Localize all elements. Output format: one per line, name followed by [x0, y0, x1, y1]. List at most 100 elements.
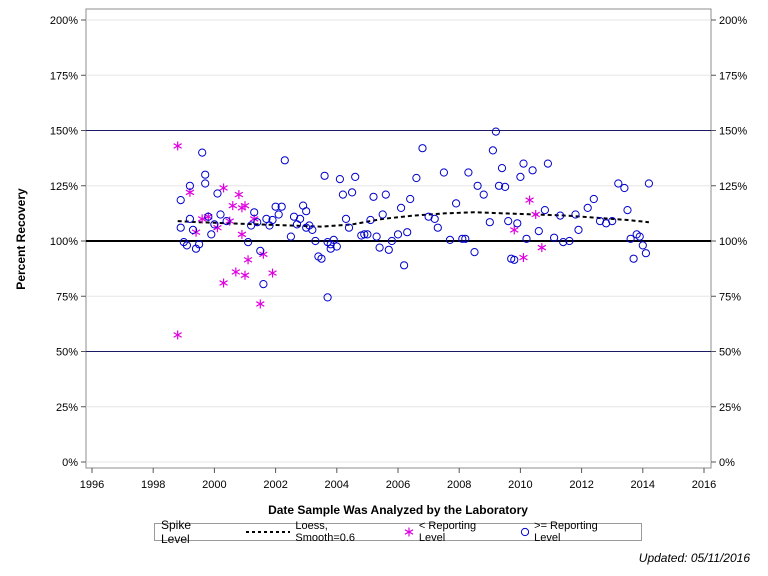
data-point-above-reporting [262, 214, 271, 223]
data-point-below-reporting [173, 141, 182, 151]
data-point-above-reporting [188, 225, 198, 234]
data-point-above-reporting [176, 223, 185, 232]
data-point-above-reporting [504, 217, 513, 226]
data-point-above-reporting [528, 166, 537, 175]
y-tick-label-right: 25% [719, 402, 741, 414]
x-tick-label: 2016 [692, 479, 716, 491]
data-point-above-reporting [635, 232, 644, 241]
data-point-above-reporting [412, 173, 421, 183]
data-point-above-reporting [550, 233, 559, 242]
y-tick-label-left: 75% [56, 291, 78, 303]
legend-item-loess: Loess, Smooth=0.6 [246, 520, 386, 544]
data-point-above-reporting [501, 182, 510, 191]
data-point-above-reporting [430, 214, 439, 223]
axis-ticks: 0% 0% 25% 25% 50% 50% 75% 75% 100% 100% 125% 125% 15… [50, 15, 747, 491]
data-point-above-reporting [522, 234, 531, 243]
data-point-above-reporting [540, 206, 550, 215]
data-point-above-reporting [629, 254, 638, 263]
data-point-above-reporting [519, 159, 528, 168]
y-tick-label-right: 200% [719, 15, 747, 27]
data-point-above-reporting [608, 217, 617, 226]
legend: Spike Level Loess, Smooth=0.6 < Reportin… [154, 518, 642, 546]
data-point-above-reporting [583, 203, 592, 212]
x-tick-label: 2010 [508, 479, 532, 491]
data-point-above-reporting [470, 248, 479, 257]
y-tick-label-right: 0% [719, 457, 735, 469]
y-tick-label-left: 125% [50, 181, 78, 193]
data-point-below-reporting [219, 278, 228, 288]
data-point-below-reporting [509, 225, 519, 235]
data-point-above-reporting [366, 215, 375, 225]
data-point-above-reporting [338, 190, 347, 199]
data-point-above-reporting [311, 236, 320, 246]
data-point-above-reporting [491, 127, 500, 136]
y-tick-label-left: 0% [62, 457, 78, 469]
y-tick-label-left: 150% [50, 126, 78, 138]
data-point-above-reporting [213, 189, 222, 198]
data-point-above-reporting [574, 225, 583, 234]
legend-above-label: >= Reporting Level [534, 520, 598, 544]
y-tick-label-left: 100% [50, 236, 78, 248]
data-point-below-reporting [259, 249, 268, 259]
data-point-above-reporting [571, 210, 580, 219]
x-tick-label: 2004 [325, 479, 349, 491]
data-point-above-reporting [494, 181, 504, 190]
data-point-above-reporting [369, 192, 378, 201]
data-point-above-reporting [406, 194, 415, 204]
data-point-above-reporting [341, 214, 351, 223]
asterisk-marker-icon [405, 527, 414, 537]
legend-item-above: >= Reporting Level [520, 520, 623, 544]
plot-frame [85, 8, 712, 469]
data-point-above-reporting [201, 170, 210, 179]
data-point-above-reporting [534, 227, 543, 236]
y-tick-label-right: 100% [719, 236, 747, 248]
data-point-above-reporting [626, 234, 635, 243]
data-point-above-reporting [195, 240, 204, 249]
data-point-above-reporting [256, 246, 265, 255]
data-point-above-reporting [363, 230, 372, 239]
y-tick-label-right: 75% [719, 291, 741, 303]
data-point-above-reporting [620, 183, 629, 193]
loess-curve [177, 211, 650, 228]
x-tick-label: 2012 [569, 479, 593, 491]
data-point-below-reporting [173, 330, 182, 340]
data-point-above-reporting [329, 235, 338, 244]
data-point-above-reporting [559, 238, 568, 247]
data-point-above-reporting [378, 210, 387, 219]
y-tick-label-right: 125% [719, 181, 747, 193]
data-point-below-reporting [213, 223, 222, 233]
data-point-above-reporting [485, 218, 494, 227]
data-point-above-reporting [393, 230, 403, 239]
data-point-above-reporting [589, 194, 598, 204]
data-point-above-reporting [222, 217, 231, 226]
data-point-below-reporting [268, 268, 277, 278]
data-point-above-reporting [375, 243, 384, 252]
data-point-above-reporting [461, 234, 470, 243]
data-point-above-reporting [286, 232, 295, 241]
data-point-above-reporting [185, 214, 194, 223]
data-point-above-reporting [259, 280, 268, 289]
data-point-above-reporting [543, 159, 553, 168]
data-point-above-reporting [204, 212, 213, 221]
loess-curve-layer [177, 211, 650, 228]
data-point-above-reporting [384, 245, 393, 254]
data-point-above-reporting [250, 208, 259, 217]
x-tick-label: 2000 [202, 479, 226, 491]
data-point-above-reporting [207, 230, 216, 239]
data-point-above-reporting [433, 223, 442, 232]
legend-item-below: < Reporting Level [404, 520, 501, 544]
data-point-above-reporting [464, 168, 473, 177]
data-point-below-reporting [234, 190, 244, 200]
data-point-below-reporting [203, 212, 213, 222]
data-point-above-reporting [403, 228, 412, 237]
data-point-above-reporting [372, 232, 381, 241]
data-point-above-reporting [400, 261, 409, 270]
data-point-above-reporting [488, 146, 497, 155]
data-point-above-reporting [614, 179, 623, 188]
data-point-above-reporting [274, 210, 283, 219]
data-point-above-reporting [280, 156, 289, 165]
data-point-above-reporting [216, 210, 225, 219]
x-tick-label: 1996 [80, 479, 104, 491]
x-tick-label: 2014 [631, 479, 655, 491]
